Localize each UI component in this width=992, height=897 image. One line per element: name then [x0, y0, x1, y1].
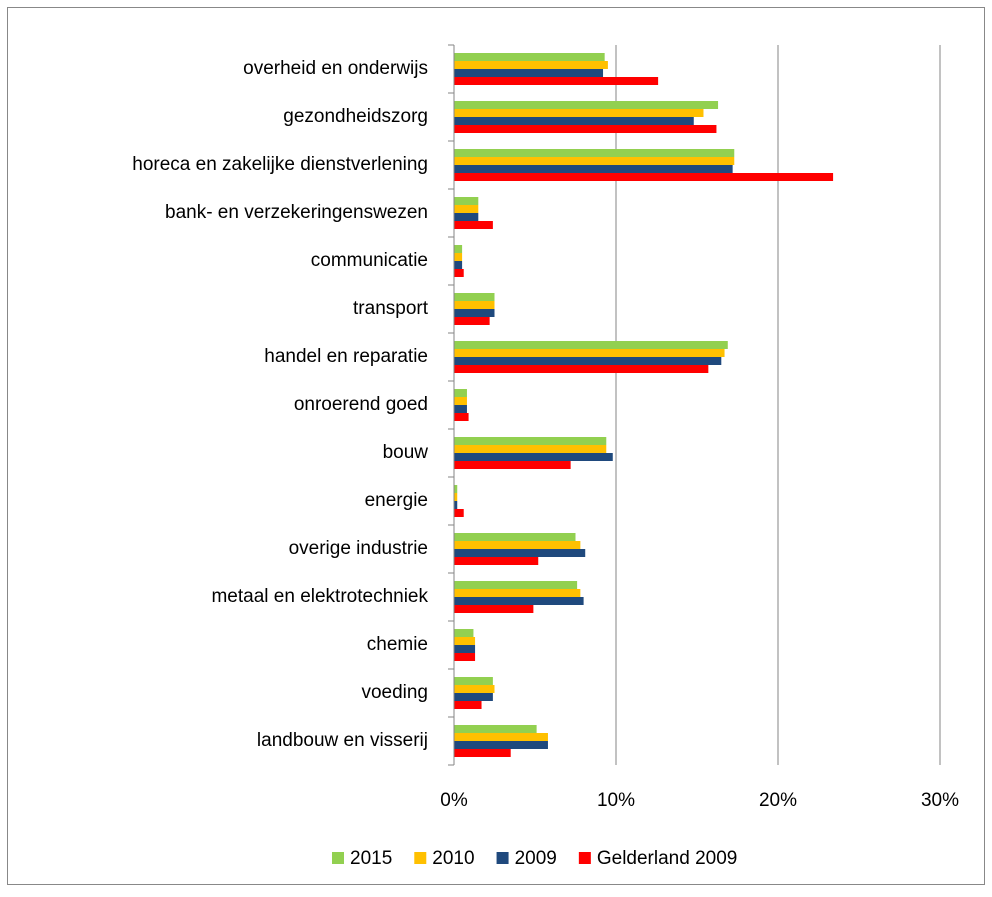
- bar: [454, 101, 719, 109]
- bar: [454, 645, 476, 653]
- bar: [454, 309, 495, 317]
- bar: [454, 597, 584, 605]
- bar: [454, 629, 474, 637]
- bar: [454, 549, 586, 557]
- y-tick-label: overige industrie: [289, 538, 428, 559]
- bar: [454, 341, 728, 349]
- bar: [454, 445, 607, 453]
- bar: [454, 253, 463, 261]
- y-tick-label: metaal en elektrotechniek: [211, 586, 428, 607]
- chart-frame: [7, 7, 985, 885]
- bar: [454, 693, 493, 701]
- y-tick-label: handel en reparatie: [264, 346, 428, 367]
- y-tick-label: gezondheidszorg: [283, 106, 428, 127]
- bar: [454, 245, 463, 253]
- legend-label: Gelderland 2009: [597, 848, 738, 869]
- y-tick-label: chemie: [367, 634, 428, 655]
- x-tick-label: 20%: [759, 790, 797, 811]
- bar: [454, 589, 581, 597]
- bar: [454, 453, 613, 461]
- bar: [454, 749, 511, 757]
- bar: [454, 389, 467, 397]
- y-tick-label: bank- en verzekeringenswezen: [165, 202, 428, 223]
- bar: [454, 117, 694, 125]
- bar: [454, 205, 479, 213]
- legend-swatch: [414, 852, 427, 864]
- bar: [454, 701, 482, 709]
- bar: [454, 397, 467, 405]
- bar: [454, 173, 834, 181]
- bar: [454, 53, 605, 61]
- bar: [454, 581, 578, 589]
- bar: [454, 125, 717, 133]
- y-tick-label: bouw: [383, 442, 429, 463]
- legend-swatch: [332, 852, 344, 864]
- bar: [454, 261, 463, 269]
- bar: [454, 533, 576, 541]
- y-tick-label: onroerend goed: [294, 394, 428, 415]
- y-tick-label: energie: [365, 490, 428, 511]
- bar: [454, 437, 607, 445]
- bar: [454, 61, 608, 69]
- bar: [454, 485, 458, 493]
- bar: [454, 461, 571, 469]
- bar: [454, 501, 458, 509]
- bar: [454, 413, 469, 421]
- y-tick-label: landbouw en visserij: [257, 730, 428, 751]
- x-tick-label: 0%: [440, 790, 468, 811]
- bar: [454, 317, 490, 325]
- bar: [454, 165, 733, 173]
- bar: [454, 157, 735, 165]
- bar: [454, 221, 493, 229]
- bar: [454, 301, 495, 309]
- bar: [454, 357, 722, 365]
- bar: [454, 365, 709, 373]
- bar: [454, 605, 534, 613]
- bar: [454, 269, 464, 277]
- legend-swatch: [496, 852, 509, 864]
- legend-label: 2009: [515, 848, 557, 869]
- bar: [454, 557, 539, 565]
- x-tick-label: 30%: [921, 790, 959, 811]
- y-tick-label: transport: [353, 298, 429, 319]
- x-tick-label: 10%: [597, 790, 635, 811]
- y-tick-label: communicatie: [311, 250, 428, 271]
- y-tick-label: overheid en onderwijs: [243, 58, 428, 79]
- bar: [454, 733, 548, 741]
- bar: [454, 213, 479, 221]
- bar: [454, 109, 704, 117]
- bar: [454, 541, 581, 549]
- legend-swatch: [578, 852, 591, 864]
- bar: [454, 741, 548, 749]
- bar: [454, 197, 479, 205]
- bar: [454, 637, 476, 645]
- bar: [454, 405, 467, 413]
- bar: [454, 509, 464, 517]
- bar: [454, 493, 458, 501]
- bar: [454, 725, 537, 733]
- legend-label: 2010: [432, 848, 474, 869]
- bar: [454, 685, 495, 693]
- bar: [454, 349, 725, 357]
- bar: [454, 677, 493, 685]
- bar: [454, 653, 476, 661]
- y-tick-label: voeding: [361, 682, 428, 703]
- bar: [454, 293, 495, 301]
- bar: [454, 77, 659, 85]
- bar: [454, 149, 735, 157]
- y-tick-label: horeca en zakelijke dienstverlening: [132, 154, 428, 175]
- bar: [454, 69, 604, 77]
- legend-label: 2015: [350, 848, 392, 869]
